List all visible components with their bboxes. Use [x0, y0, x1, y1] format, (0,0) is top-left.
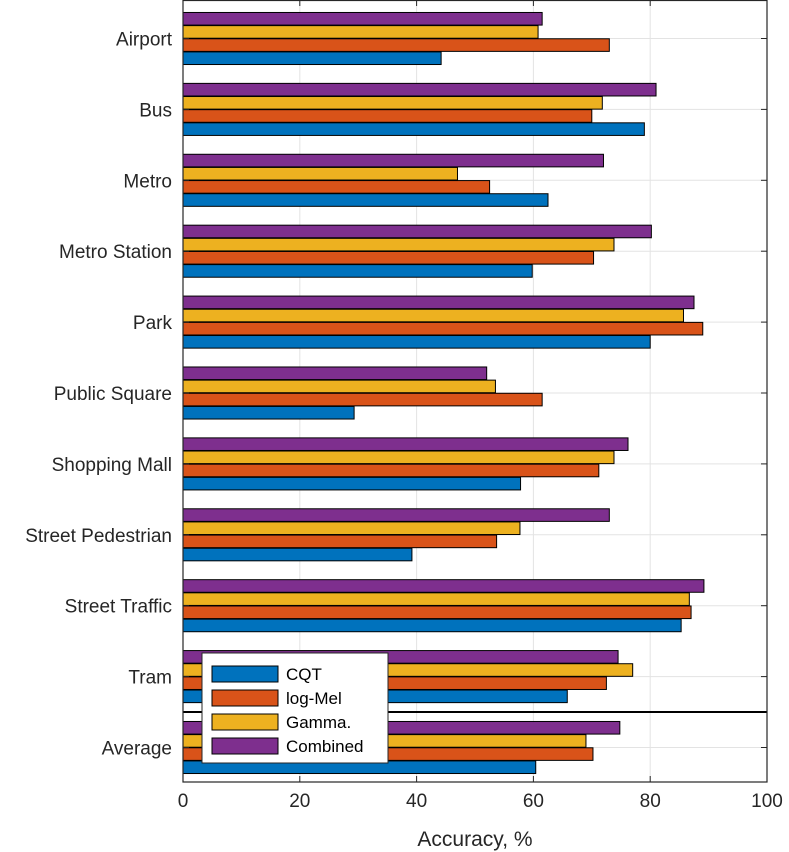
y-tick-label-metro-station: Metro Station	[59, 242, 172, 263]
bar-public-square-cqt	[182, 405, 355, 420]
bar-metro-station-combined	[182, 224, 652, 239]
bar-airport-gamma	[182, 25, 539, 39]
legend-label-gamma: Gamma.	[286, 713, 351, 732]
y-tick-label-street-traffic: Street Traffic	[65, 597, 172, 618]
y-tick-label-airport: Airport	[116, 30, 173, 51]
legend-label-log-mel: log-Mel	[286, 689, 342, 708]
bar-metro-combined	[182, 153, 604, 168]
bar-street-traffic-log-mel	[182, 605, 692, 620]
bar-metro-log-mel	[182, 180, 491, 194]
legend-swatch-combined	[211, 737, 279, 755]
bar-airport-cqt	[182, 51, 442, 66]
bar-street-pedestrian-gamma	[182, 521, 521, 536]
bar-park-combined	[182, 295, 695, 310]
bar-bus-log-mel	[182, 109, 593, 123]
bar-public-square-combined	[182, 366, 488, 381]
bar-shopping-mall-log-mel	[182, 463, 600, 478]
bar-public-square-gamma	[182, 379, 496, 394]
tick-labels: 0 20 40 60 80 100 Airport Bus Metro Metro Station…	[25, 30, 783, 813]
bar-shopping-mall-gamma	[182, 450, 615, 465]
bar-metro-cqt	[182, 193, 549, 207]
x-tick-label-80: 80	[640, 791, 661, 812]
y-tick-label-average: Average	[102, 739, 172, 760]
legend-swatch-log-mel	[211, 689, 279, 707]
bar-street-traffic-cqt	[182, 618, 682, 633]
bar-metro-station-log-mel	[182, 250, 595, 265]
legend-swatch-cqt	[211, 665, 279, 683]
x-tick-label-0: 0	[178, 791, 189, 812]
bar-bus-gamma	[182, 96, 603, 110]
bar-street-pedestrian-cqt	[182, 547, 413, 562]
bar-metro-station-cqt	[182, 264, 533, 278]
axes-box	[182, 0, 768, 783]
bar-street-pedestrian-combined	[182, 508, 610, 522]
legend-label-combined: Combined	[286, 737, 364, 756]
y-tick-label-street-pedestrian: Street Pedestrian	[25, 526, 172, 547]
bar-airport-log-mel	[182, 38, 610, 52]
y-tick-label-tram: Tram	[128, 668, 172, 689]
legend-label-cqt: CQT	[286, 665, 322, 684]
bar-park-log-mel	[182, 321, 704, 336]
bar-park-cqt	[182, 335, 651, 349]
bar-street-traffic-gamma	[182, 592, 690, 606]
bar-airport-combined	[182, 11, 543, 26]
bar-metro-station-gamma	[182, 237, 615, 252]
x-tick-label-40: 40	[406, 791, 427, 812]
y-tick-label-metro: Metro	[123, 171, 172, 192]
bar-street-traffic-combined	[182, 579, 705, 593]
x-tick-label-60: 60	[523, 791, 544, 812]
y-tick-label-public-square: Public Square	[54, 384, 172, 405]
x-axis-title: Accuracy, %	[417, 828, 532, 851]
x-tick-label-100: 100	[751, 791, 783, 812]
y-tick-label-bus: Bus	[139, 100, 172, 121]
y-tick-label-shopping-mall: Shopping Mall	[52, 455, 172, 476]
bar-park-gamma	[182, 308, 684, 323]
x-tick-label-20: 20	[289, 791, 310, 812]
axes	[182, 0, 768, 783]
bar-metro-gamma	[182, 166, 458, 181]
legend-swatch-gamma	[211, 713, 279, 731]
bar-bus-combined	[182, 82, 657, 97]
bar-bus-cqt	[182, 122, 645, 136]
bar-shopping-mall-cqt	[182, 476, 522, 491]
bar-street-pedestrian-log-mel	[182, 534, 498, 549]
bar-shopping-mall-combined	[182, 437, 629, 451]
legend: CQT log-Mel Gamma. Combined	[201, 652, 389, 764]
bar-public-square-log-mel	[182, 392, 543, 407]
y-tick-label-park: Park	[133, 313, 173, 334]
